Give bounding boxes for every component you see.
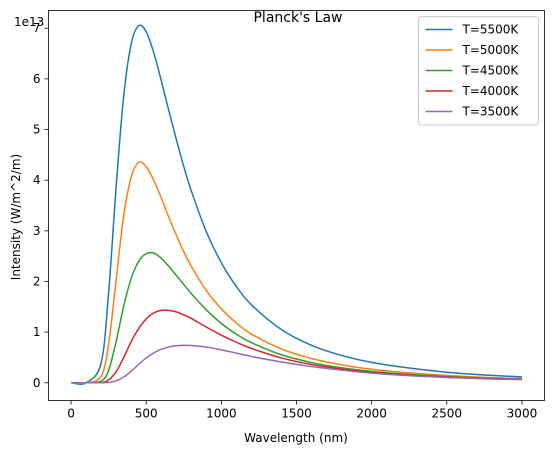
x-axis-label: Wavelength (nm) <box>244 431 348 445</box>
y-tick-label: 2 <box>33 274 41 288</box>
legend-label: T=5500K <box>462 23 520 37</box>
legend-label: T=5000K <box>462 43 520 57</box>
x-tick-label: 1000 <box>206 407 237 421</box>
x-tick-label: 1500 <box>281 407 312 421</box>
series-lines <box>71 24 522 385</box>
plot-frame <box>48 10 545 401</box>
x-axis-ticks: 0 500 1000 1500 2000 2500 3000 <box>67 400 538 421</box>
legend-label: T=4500K <box>462 64 520 78</box>
y-axis-ticks: 0 1 2 3 4 5 6 7 <box>33 21 49 390</box>
y-tick-label: 7 <box>33 21 41 35</box>
legend-label: T=3500K <box>462 105 520 119</box>
chart-title: Planck's Law <box>253 10 342 26</box>
legend-label: T=4000K <box>462 84 520 98</box>
x-tick-label: 2500 <box>432 407 463 421</box>
legend-box <box>418 16 539 126</box>
x-tick-label: 2000 <box>356 407 387 421</box>
y-axis-label: Intensity (W/m^2/m) <box>9 154 23 280</box>
y-tick-label: 0 <box>33 376 41 390</box>
y-tick-label: 4 <box>33 173 41 187</box>
series-line-t-5000k <box>71 161 522 384</box>
y-tick-label: 5 <box>33 123 41 137</box>
series-line-t-4000k <box>71 309 522 384</box>
y-tick-label: 1 <box>33 325 41 339</box>
x-tick-label: 500 <box>135 407 158 421</box>
series-line-t-5500k <box>71 24 522 385</box>
series-line-t-3500k <box>71 344 522 384</box>
x-tick-label: 0 <box>67 407 75 421</box>
y-tick-label: 6 <box>33 72 41 86</box>
legend: T=5500K T=5000K T=4500K T=4000K T=3500K <box>418 16 539 126</box>
y-tick-label: 3 <box>33 224 41 238</box>
x-tick-label: 3000 <box>507 407 538 421</box>
y-offset-label: 1e13 <box>14 15 44 29</box>
series-line-t-4500k <box>71 251 522 384</box>
